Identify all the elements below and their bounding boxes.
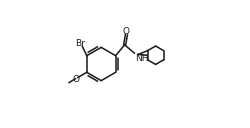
Text: Br: Br: [75, 39, 85, 48]
Text: O: O: [72, 75, 79, 84]
Text: O: O: [122, 28, 130, 36]
Text: NH: NH: [134, 54, 148, 63]
